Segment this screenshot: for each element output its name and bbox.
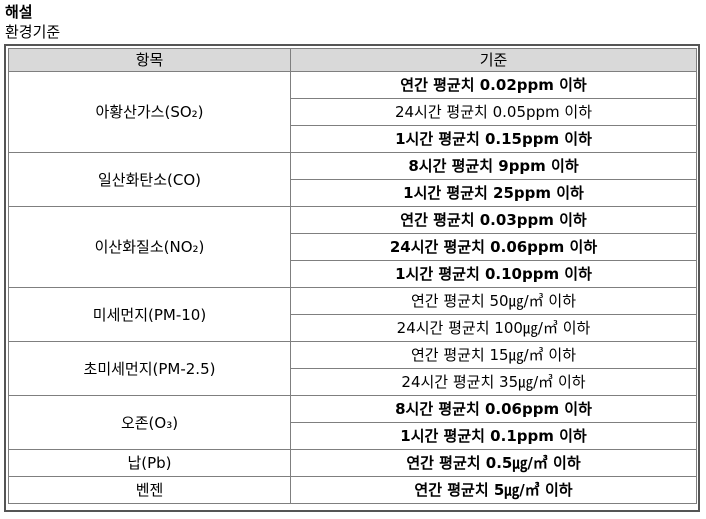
criteria-cell: 8시간 평균치 9ppm 이하 (290, 152, 697, 180)
criteria-cell: 24시간 평균치 100㎍/㎥ 이하 (290, 314, 697, 342)
table-row: 24시간 평균치 0.05ppm 이하 (9, 98, 697, 126)
table-row: 24시간 평균치 100㎍/㎥ 이하 (9, 314, 697, 342)
criteria-cell: 24시간 평균치 0.06ppm 이하 (290, 233, 697, 261)
pollutant-item-cell: 납(Pb) (8, 449, 291, 477)
section-heading: 해설 (5, 3, 33, 21)
table-row: 초미세먼지(PM-2.5) 연간 평균치 15㎍/㎥ 이하 (8, 341, 697, 396)
pollutant-item-cell: 일산화탄소(CO) (8, 152, 291, 207)
table-row: 이산화질소(NO₂) 연간 평균치 0.03ppm 이하 (8, 206, 697, 288)
criteria-cell: 8시간 평균치 0.06ppm 이하 (290, 395, 697, 423)
table-row: 24시간 평균치 0.06ppm 이하 (9, 233, 697, 261)
table-row: 납(Pb) 연간 평균치 0.5㎍/㎥ 이하 (8, 449, 697, 477)
table-row: 벤젠 연간 평균치 5㎍/㎥ 이하 (8, 476, 697, 504)
table-row: 24시간 평균치 35㎍/㎥ 이하 (9, 368, 697, 396)
environmental-standards-table: 항목 기준 아황산가스(SO₂) 연간 평균치 0.02ppm 이하 24시간 평균… (8, 48, 697, 504)
criteria-cell: 24시간 평균치 35㎍/㎥ 이하 (290, 368, 697, 396)
pollutant-item-cell: 아황산가스(SO₂) (8, 71, 291, 153)
criteria-cell: 연간 평균치 0.02ppm 이하 (290, 71, 697, 99)
table-body: 아황산가스(SO₂) 연간 평균치 0.02ppm 이하 24시간 평균치 0.05… (8, 71, 697, 504)
criteria-cell: 연간 평균치 0.5㎍/㎥ 이하 (290, 449, 697, 477)
table-header-row: 항목 기준 (8, 48, 697, 72)
section-subheading: 환경기준 (5, 23, 61, 41)
table-row: 오존(O₃) 8시간 평균치 0.06ppm 이하 (8, 395, 697, 450)
table-row: 1시간 평균치 0.1ppm 이하 (9, 422, 697, 450)
criteria-cell: 1시간 평균치 25ppm 이하 (290, 179, 697, 207)
criteria-cell: 연간 평균치 0.03ppm 이하 (290, 206, 697, 234)
criteria-cell: 연간 평균치 15㎍/㎥ 이하 (290, 341, 697, 369)
criteria-cell: 연간 평균치 50㎍/㎥ 이하 (290, 287, 697, 315)
criteria-cell: 1시간 평균치 0.1ppm 이하 (290, 422, 697, 450)
table-row: 일산화탄소(CO) 8시간 평균치 9ppm 이하 (8, 152, 697, 207)
pollutant-item-cell: 벤젠 (8, 476, 291, 504)
pollutant-item-cell: 이산화질소(NO₂) (8, 206, 291, 288)
pollutant-item-cell: 오존(O₃) (8, 395, 291, 450)
table-row: 미세먼지(PM-10) 연간 평균치 50㎍/㎥ 이하 (8, 287, 697, 342)
table-row: 아황산가스(SO₂) 연간 평균치 0.02ppm 이하 (8, 71, 697, 153)
pollutant-item-cell: 초미세먼지(PM-2.5) (8, 341, 291, 396)
criteria-cell: 24시간 평균치 0.05ppm 이하 (290, 98, 697, 126)
table-row: 1시간 평균치 0.10ppm 이하 (9, 260, 697, 288)
criteria-cell: 1시간 평균치 0.15ppm 이하 (290, 125, 697, 153)
column-header-item: 항목 (8, 48, 291, 72)
pollutant-item-cell: 미세먼지(PM-10) (8, 287, 291, 342)
criteria-cell: 1시간 평균치 0.10ppm 이하 (290, 260, 697, 288)
criteria-cell: 연간 평균치 5㎍/㎥ 이하 (290, 476, 697, 504)
standards-table-frame: 항목 기준 아황산가스(SO₂) 연간 평균치 0.02ppm 이하 24시간 평균… (4, 44, 700, 512)
table-row: 1시간 평균치 0.15ppm 이하 (9, 125, 697, 153)
column-header-criteria: 기준 (290, 48, 697, 72)
